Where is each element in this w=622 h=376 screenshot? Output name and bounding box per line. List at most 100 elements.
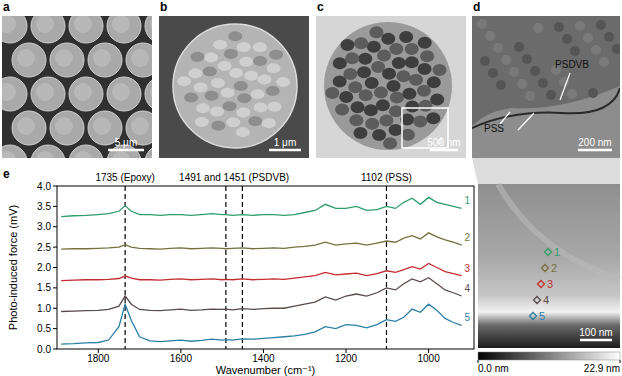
y-tick-label: 1.5 bbox=[37, 282, 51, 293]
domain bbox=[390, 92, 404, 104]
domain bbox=[333, 76, 347, 88]
particle bbox=[31, 77, 65, 111]
y-tick bbox=[53, 186, 57, 187]
particle-texture bbox=[2, 16, 16, 33]
panel-label: e bbox=[3, 167, 10, 181]
y-tick-label: 3.5 bbox=[37, 201, 51, 212]
domain bbox=[351, 101, 365, 113]
particle bbox=[69, 145, 103, 158]
domain bbox=[349, 114, 363, 126]
particle-texture bbox=[36, 83, 54, 101]
domain bbox=[420, 50, 434, 62]
y-tick bbox=[53, 267, 57, 268]
panel-label: a bbox=[3, 0, 10, 14]
surface-grain bbox=[205, 91, 219, 101]
x-tick-label: 1400 bbox=[252, 353, 275, 364]
domain bbox=[345, 52, 359, 64]
annotation-label: 1102 (PSS) bbox=[361, 172, 412, 183]
domain bbox=[369, 26, 383, 38]
reference-line bbox=[242, 186, 243, 349]
series-label: 4 bbox=[465, 283, 471, 294]
afm-feature bbox=[498, 184, 620, 279]
surface-grain bbox=[194, 82, 208, 92]
domain bbox=[365, 118, 379, 130]
spectrum-line bbox=[61, 197, 461, 216]
series-label: 3 bbox=[465, 263, 471, 274]
surface-grain bbox=[211, 121, 225, 131]
surface-grain bbox=[251, 89, 265, 99]
surface-grain bbox=[228, 31, 242, 41]
surface-grain bbox=[223, 101, 237, 111]
background bbox=[159, 16, 309, 158]
grain bbox=[530, 66, 540, 76]
y-tick-label: 2.0 bbox=[37, 262, 51, 273]
scale-bar-label: 200 nm bbox=[578, 137, 611, 148]
surface-grain bbox=[195, 117, 209, 127]
y-axis-label: Photo-induced force (mV) bbox=[7, 205, 19, 330]
grain bbox=[533, 23, 543, 33]
domain bbox=[371, 61, 385, 73]
domain bbox=[325, 87, 339, 99]
grain bbox=[493, 43, 503, 53]
particle-section bbox=[324, 22, 452, 150]
particle-texture bbox=[17, 49, 35, 67]
surface-grain bbox=[266, 63, 280, 73]
particle-texture bbox=[150, 83, 152, 101]
domain bbox=[353, 127, 367, 139]
y-tick-label: 0.5 bbox=[37, 323, 51, 334]
surface-grain bbox=[196, 103, 210, 113]
surface-grain bbox=[234, 81, 248, 91]
surface-grain bbox=[236, 127, 250, 137]
point-label: 2 bbox=[551, 262, 557, 274]
surface-grain bbox=[269, 50, 283, 60]
point-label: 5 bbox=[539, 310, 545, 322]
scale-bar-label: 100 nm bbox=[579, 327, 612, 338]
y-tick bbox=[53, 349, 57, 350]
measurement-point bbox=[534, 297, 541, 304]
surface-grain bbox=[266, 86, 280, 96]
grain bbox=[538, 78, 548, 88]
y-tick bbox=[53, 247, 57, 248]
domain bbox=[392, 57, 406, 69]
domain bbox=[417, 85, 431, 97]
domain bbox=[389, 105, 403, 117]
particle bbox=[31, 145, 65, 158]
particle-texture bbox=[36, 16, 54, 33]
grain bbox=[522, 54, 532, 64]
particle bbox=[107, 77, 141, 111]
scale-bar bbox=[580, 339, 612, 342]
scale-bar-label: 1 μm bbox=[274, 137, 296, 148]
reference-line bbox=[225, 186, 226, 349]
surface-grain bbox=[268, 102, 282, 112]
point-label: 1 bbox=[554, 246, 560, 258]
particle bbox=[69, 16, 103, 43]
particle-texture bbox=[36, 151, 54, 158]
plot-frame bbox=[57, 186, 474, 349]
background bbox=[316, 16, 466, 158]
micrograph bbox=[2, 16, 152, 158]
particle-texture bbox=[112, 151, 130, 158]
y-tick-label: 4.0 bbox=[37, 181, 51, 192]
grain bbox=[567, 89, 577, 99]
surface-grain bbox=[254, 103, 268, 113]
domain bbox=[364, 104, 378, 116]
particle bbox=[145, 16, 152, 43]
particle-texture bbox=[112, 16, 130, 33]
domain bbox=[379, 114, 393, 126]
scale-bar bbox=[108, 149, 144, 152]
surface-grain bbox=[229, 68, 243, 78]
particle-texture bbox=[93, 49, 111, 67]
surface-grain bbox=[188, 68, 202, 78]
grain bbox=[488, 68, 498, 78]
grain bbox=[604, 32, 614, 42]
measurement-point bbox=[542, 265, 549, 272]
domain bbox=[335, 104, 349, 116]
domain bbox=[333, 57, 347, 69]
colorbar-tick-label: 0.0 nm bbox=[478, 363, 509, 374]
domain bbox=[419, 100, 433, 112]
particle-texture bbox=[150, 16, 152, 33]
surface-grain bbox=[237, 42, 251, 52]
grain bbox=[477, 19, 487, 29]
arrow bbox=[500, 112, 510, 124]
grain bbox=[514, 42, 524, 52]
